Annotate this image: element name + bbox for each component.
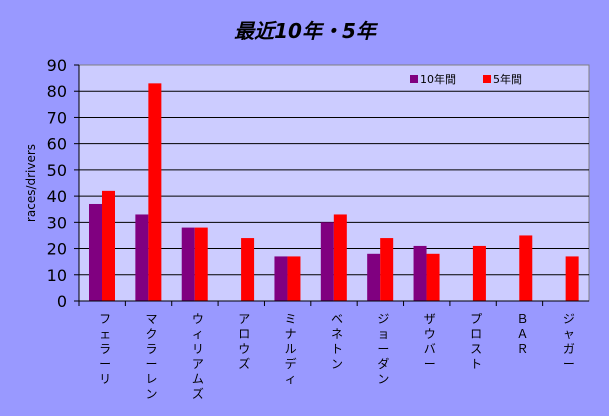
- legend-label: 10年間: [420, 72, 456, 86]
- bar: [333, 214, 347, 301]
- legend-label: 5年間: [493, 72, 522, 86]
- x-tick-labels: フェラーリ マクラーレン ウィリアムズ アロウズ ミナルディ ベネトン ジョーダン ザウバー プ…: [78, 301, 575, 401]
- x-tick-label: ジョーダン: [377, 312, 389, 386]
- x-tick-label: アロウズ: [238, 312, 250, 371]
- bar: [274, 256, 288, 301]
- bar: [89, 203, 102, 301]
- bars: [89, 83, 579, 301]
- x-tick-label: マクラーレン: [146, 312, 158, 401]
- bar: [565, 256, 579, 301]
- x-tick-label: ジャガー: [563, 312, 575, 371]
- x-tick-label: ザウバー: [424, 312, 436, 371]
- y-axis-label: races/drivers: [24, 144, 38, 222]
- x-tick-label: プロスト: [470, 312, 482, 371]
- bar: [241, 238, 255, 301]
- y-tick-label: 80: [47, 82, 67, 101]
- x-tick-label: ミナルディ: [285, 312, 297, 386]
- bar: [380, 238, 394, 301]
- bar: [102, 190, 115, 301]
- y-tick-label: 90: [47, 56, 67, 75]
- legend: 10年間 5年間: [410, 72, 522, 86]
- bar: [472, 245, 486, 301]
- y-tick-label: 50: [47, 161, 67, 180]
- y-tick-label: 20: [47, 240, 67, 259]
- bar: [426, 253, 440, 301]
- bar: [287, 256, 301, 301]
- y-tick-label: 0: [57, 292, 67, 311]
- bar: [413, 245, 427, 301]
- bar: [181, 227, 195, 301]
- bar: [367, 253, 381, 301]
- x-tick-label: ＢＡＲ: [516, 312, 528, 356]
- chart-title: 最近10年・5年: [234, 19, 379, 43]
- y-tick-label: 10: [47, 266, 67, 285]
- y-tick-label: 40: [47, 187, 67, 206]
- y-tick-labels: 0 10 20 30 40 50 60 70 80 90: [47, 56, 79, 311]
- x-tick-label: ウィリアムズ: [192, 312, 204, 401]
- legend-swatch: [483, 75, 491, 83]
- x-tick-label: ベネトン: [331, 312, 343, 371]
- legend-swatch: [410, 75, 418, 83]
- y-tick-label: 30: [47, 213, 67, 232]
- bar: [320, 222, 334, 301]
- bar: [194, 227, 208, 301]
- x-tick-label: フェラーリ: [99, 312, 111, 386]
- gridlines: [79, 90, 589, 276]
- bar: [519, 235, 533, 301]
- bar: [135, 214, 149, 301]
- y-tick-label: 70: [47, 108, 67, 127]
- bar: [148, 83, 162, 301]
- y-tick-label: 60: [47, 135, 67, 154]
